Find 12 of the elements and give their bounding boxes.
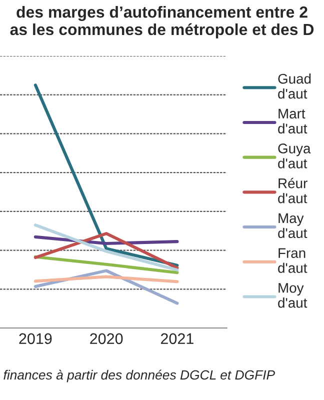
chart-title: des marges d’autofinancement entre 2 as les communes de métropole et des D	[10, 6, 314, 38]
legend-label: Guad d'aut	[278, 73, 311, 99]
x-tick-label: 2020	[90, 333, 123, 344]
text: finances à partir des données DGCL et DGFIP	[4, 370, 276, 382]
legend-label: Mart d'aut	[278, 108, 308, 134]
x-tick-label: 2021	[160, 333, 194, 344]
legend-label: Guya d'aut	[278, 144, 311, 168]
legend-label: May d'aut	[278, 213, 308, 238]
legend-label: Réur d'aut	[278, 178, 308, 204]
x-tick-label: 2019	[19, 333, 52, 344]
legend-label: Moy d'aut	[278, 283, 308, 308]
legend-label: Fran d'aut	[278, 248, 308, 273]
